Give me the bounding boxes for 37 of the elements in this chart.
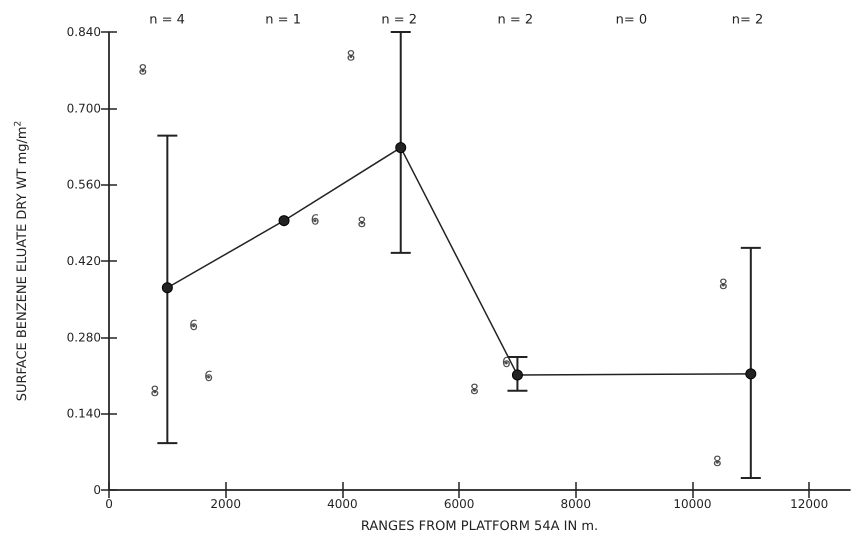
text: n= 0: [616, 12, 648, 28]
point: [278, 215, 290, 226]
x-tick-label: 0: [105, 497, 113, 511]
point: [395, 142, 406, 154]
series-label: 8: [150, 384, 160, 400]
y-tick-label: 0.700: [66, 101, 101, 116]
text: 8: [718, 276, 728, 293]
y-tick-label: 0.560: [66, 178, 101, 192]
point: [745, 368, 756, 380]
y-axis-title: SURFACE BENZENE ELUATE DRY WT mg/m2: [14, 120, 30, 402]
x-axis-title: RANGES FROM PLATFORM 54A IN m.: [360, 519, 598, 534]
y-tick-label: 0.420: [66, 254, 101, 268]
text: n = 1: [265, 12, 301, 28]
text: 8: [357, 214, 366, 231]
text: 6: [310, 212, 320, 229]
text: 8: [712, 454, 722, 470]
y-tick-label: 0.140: [66, 406, 101, 421]
text: 8: [138, 62, 148, 79]
point: [512, 369, 523, 380]
text: 8: [470, 382, 479, 398]
y-tick-label: 0: [93, 483, 101, 497]
text: 6: [189, 318, 198, 334]
y-tick-label: 0.280: [66, 330, 101, 344]
text: n = 2: [497, 12, 534, 28]
x-tick-label: 2000: [210, 497, 241, 511]
text: n = 4: [149, 12, 185, 28]
x-tick-label: 6000: [444, 497, 474, 511]
text: n = 2: [381, 12, 418, 28]
x-tick-label: 12000: [790, 497, 828, 511]
series-label: 6: [204, 369, 214, 386]
y-tick-label: 0.840: [66, 25, 101, 39]
point: [162, 282, 173, 294]
x-tick-label: 8000: [560, 497, 592, 511]
x-tick-label: 4000: [327, 497, 358, 511]
text: 8: [346, 48, 356, 65]
x-tick-label: 10000: [673, 497, 712, 511]
text: n= 2: [732, 12, 764, 28]
